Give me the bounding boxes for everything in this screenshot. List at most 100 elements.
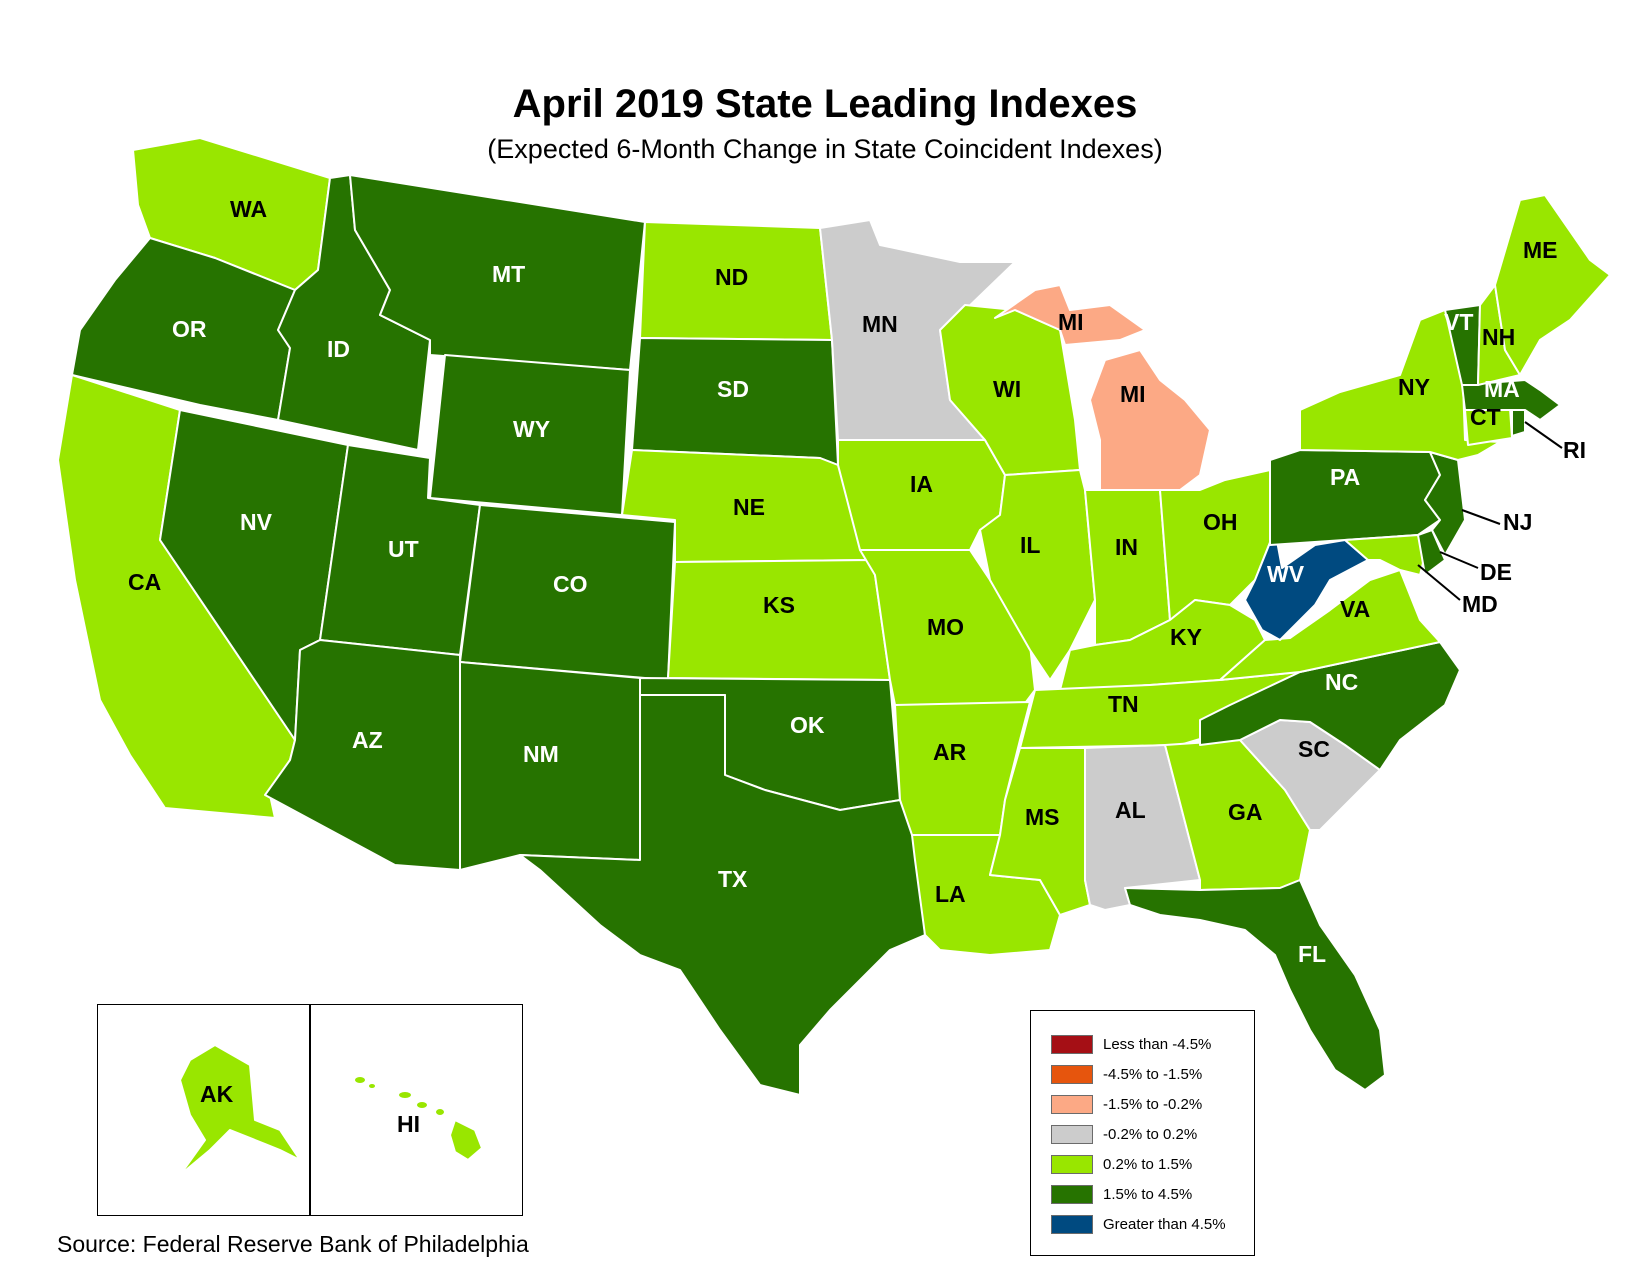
label-va: VA	[1340, 596, 1370, 622]
label-ut: UT	[388, 536, 419, 562]
label-ga: GA	[1228, 799, 1263, 825]
legend-swatch	[1051, 1155, 1093, 1174]
state-hi	[353, 1075, 483, 1161]
label-mn: MN	[862, 311, 898, 337]
label-wv: WV	[1267, 561, 1305, 587]
state-fl	[1124, 879, 1386, 1091]
label-nv: NV	[240, 509, 273, 535]
label-ks: KS	[763, 592, 795, 618]
label-fl: FL	[1298, 941, 1326, 967]
leader-line-de	[1439, 551, 1479, 569]
legend: Less than -4.5% -4.5% to -1.5% -1.5% to …	[1030, 1010, 1255, 1256]
label-wy: WY	[513, 416, 550, 442]
label-mt: MT	[492, 261, 525, 287]
label-me: ME	[1523, 237, 1558, 263]
map-subtitle: (Expected 6-Month Change in State Coinci…	[487, 134, 1163, 164]
state-mi	[1089, 349, 1211, 491]
legend-swatch	[1051, 1215, 1093, 1234]
legend-swatch	[1051, 1035, 1093, 1054]
legend-label: -0.2% to 0.2%	[1103, 1126, 1198, 1143]
label-or: OR	[172, 316, 207, 342]
label-sc: SC	[1298, 736, 1330, 762]
state-mt	[349, 174, 646, 371]
legend-swatch	[1051, 1185, 1093, 1204]
label-hi: HI	[397, 1111, 420, 1137]
state-in	[1084, 489, 1171, 646]
label-mi: MI	[1120, 381, 1146, 407]
legend-item: Less than -4.5%	[1031, 1035, 1254, 1065]
label-ct: CT	[1470, 404, 1501, 430]
legend-label: 0.2% to 1.5%	[1103, 1156, 1193, 1173]
label-nm: NM	[523, 741, 559, 767]
label-ia: IA	[910, 471, 933, 497]
label-nj: NJ	[1503, 509, 1532, 535]
legend-label: Less than -4.5%	[1103, 1036, 1212, 1053]
legend-label: -1.5% to -0.2%	[1103, 1096, 1203, 1113]
legend-item: 0.2% to 1.5%	[1031, 1155, 1254, 1185]
state-tx	[519, 694, 926, 1096]
label-oh: OH	[1203, 509, 1238, 535]
label-wi: WI	[993, 376, 1021, 402]
state-il	[979, 469, 1096, 681]
label-pa: PA	[1330, 464, 1360, 490]
label-ok: OK	[790, 712, 825, 738]
label-nc: NC	[1325, 669, 1358, 695]
label-al: AL	[1115, 797, 1146, 823]
label-md: MD	[1462, 591, 1498, 617]
legend-item: Greater than 4.5%	[1031, 1215, 1254, 1245]
label-ma: MA	[1484, 376, 1520, 402]
label-ms: MS	[1025, 804, 1060, 830]
label-mo: MO	[927, 614, 964, 640]
label-la: LA	[935, 881, 966, 907]
state-ma	[1461, 379, 1561, 421]
state-nj	[1424, 451, 1466, 556]
legend-item: -4.5% to -1.5%	[1031, 1065, 1254, 1095]
label-wa: WA	[230, 196, 267, 222]
label-ri: RI	[1563, 437, 1586, 463]
state-ks	[667, 559, 891, 681]
label-nd: ND	[715, 264, 748, 290]
state-ri	[1511, 409, 1526, 437]
legend-swatch	[1051, 1125, 1093, 1144]
label-ar: AR	[933, 739, 967, 765]
state-ak	[179, 1044, 301, 1176]
label-mi-upper: MI	[1058, 309, 1084, 335]
label-de: DE	[1480, 559, 1512, 585]
alaska-inset-frame	[97, 1004, 311, 1216]
label-tn: TN	[1108, 691, 1139, 717]
label-ne: NE	[733, 494, 765, 520]
label-nh: NH	[1482, 324, 1515, 350]
label-ca: CA	[128, 569, 161, 595]
label-in: IN	[1115, 534, 1138, 560]
label-co: CO	[553, 571, 588, 597]
label-vt: VT	[1444, 309, 1473, 335]
label-az: AZ	[352, 727, 383, 753]
state-mi-upper	[994, 284, 1146, 346]
label-ky: KY	[1170, 624, 1202, 650]
legend-swatch	[1051, 1095, 1093, 1114]
label-id: ID	[327, 336, 350, 362]
label-sd: SD	[717, 376, 749, 402]
leader-line-md	[1417, 564, 1461, 601]
source-note: Source: Federal Reserve Bank of Philadel…	[57, 1231, 529, 1257]
state-me	[1494, 194, 1611, 376]
legend-item: -1.5% to -0.2%	[1031, 1095, 1254, 1125]
leader-line-nj	[1461, 509, 1501, 525]
map-title: April 2019 State Leading Indexes	[512, 82, 1138, 126]
leader-line-ri	[1524, 421, 1563, 449]
label-ny: NY	[1398, 374, 1430, 400]
state-mo	[859, 549, 1036, 711]
legend-label: 1.5% to 4.5%	[1103, 1186, 1193, 1203]
legend-swatch	[1051, 1065, 1093, 1084]
state-wi	[939, 304, 1081, 476]
label-tx: TX	[718, 866, 748, 892]
hawaii-inset-frame	[309, 1004, 523, 1216]
label-ak: AK	[200, 1081, 234, 1107]
label-il: IL	[1020, 532, 1040, 558]
legend-label: -4.5% to -1.5%	[1103, 1066, 1203, 1083]
state-de	[1417, 529, 1446, 576]
state-wv	[1244, 529, 1369, 641]
legend-item: 1.5% to 4.5%	[1031, 1185, 1254, 1215]
